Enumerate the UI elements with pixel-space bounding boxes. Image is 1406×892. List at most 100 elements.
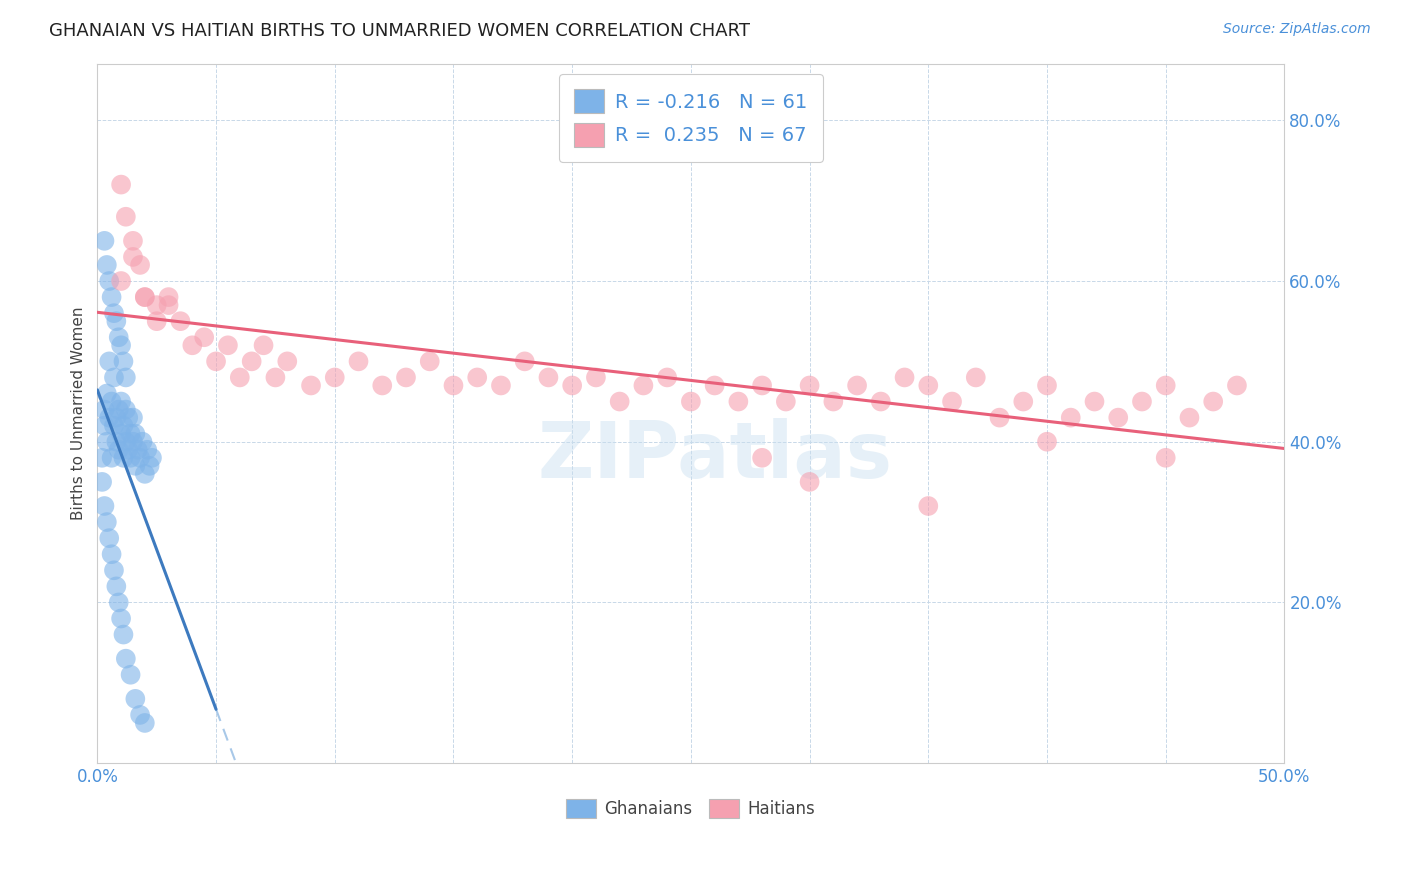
Point xyxy=(91,475,114,489)
Point xyxy=(1036,378,1059,392)
Point xyxy=(217,338,239,352)
Point xyxy=(513,354,536,368)
Point xyxy=(110,178,132,192)
Point xyxy=(110,426,132,441)
Point xyxy=(124,426,146,441)
Point xyxy=(120,426,142,441)
Point xyxy=(110,611,132,625)
Point xyxy=(585,370,607,384)
Point xyxy=(465,370,488,384)
Point xyxy=(105,579,128,593)
Point xyxy=(103,418,125,433)
Point xyxy=(1178,410,1201,425)
Point xyxy=(561,378,583,392)
Point xyxy=(941,394,963,409)
Point xyxy=(264,370,287,384)
Point xyxy=(93,499,115,513)
Point xyxy=(893,370,915,384)
Point xyxy=(124,458,146,473)
Point xyxy=(1154,378,1177,392)
Point xyxy=(917,499,939,513)
Point xyxy=(100,547,122,561)
Point xyxy=(633,378,655,392)
Point xyxy=(100,394,122,409)
Point xyxy=(110,274,132,288)
Point xyxy=(181,338,204,352)
Point xyxy=(105,314,128,328)
Point xyxy=(134,715,156,730)
Point xyxy=(136,442,159,457)
Point xyxy=(110,394,132,409)
Point xyxy=(98,354,121,368)
Point xyxy=(120,667,142,681)
Point xyxy=(93,418,115,433)
Point xyxy=(1107,410,1129,425)
Point xyxy=(112,627,135,641)
Point xyxy=(105,434,128,449)
Point xyxy=(98,274,121,288)
Point xyxy=(141,450,163,465)
Point xyxy=(657,370,679,384)
Point xyxy=(93,234,115,248)
Point xyxy=(115,210,138,224)
Point xyxy=(103,370,125,384)
Point xyxy=(193,330,215,344)
Point xyxy=(799,475,821,489)
Text: Source: ZipAtlas.com: Source: ZipAtlas.com xyxy=(1223,22,1371,37)
Point xyxy=(252,338,274,352)
Point xyxy=(115,434,138,449)
Point xyxy=(122,250,145,264)
Point xyxy=(96,434,118,449)
Point xyxy=(775,394,797,409)
Point xyxy=(145,298,167,312)
Point xyxy=(115,370,138,384)
Point xyxy=(1060,410,1083,425)
Point xyxy=(145,314,167,328)
Point xyxy=(323,370,346,384)
Point xyxy=(157,298,180,312)
Point xyxy=(129,450,152,465)
Point xyxy=(129,258,152,272)
Point xyxy=(846,378,869,392)
Point xyxy=(276,354,298,368)
Point xyxy=(115,402,138,417)
Point xyxy=(169,314,191,328)
Point xyxy=(96,258,118,272)
Point xyxy=(124,691,146,706)
Point xyxy=(112,418,135,433)
Point xyxy=(100,450,122,465)
Point xyxy=(823,394,845,409)
Point xyxy=(98,531,121,545)
Point xyxy=(112,450,135,465)
Point xyxy=(347,354,370,368)
Point xyxy=(679,394,702,409)
Point xyxy=(229,370,252,384)
Point xyxy=(105,410,128,425)
Point xyxy=(112,354,135,368)
Point xyxy=(299,378,322,392)
Point xyxy=(751,450,773,465)
Text: GHANAIAN VS HAITIAN BIRTHS TO UNMARRIED WOMEN CORRELATION CHART: GHANAIAN VS HAITIAN BIRTHS TO UNMARRIED … xyxy=(49,22,751,40)
Point xyxy=(107,595,129,609)
Point xyxy=(703,378,725,392)
Point xyxy=(443,378,465,392)
Point xyxy=(115,651,138,665)
Point xyxy=(117,442,139,457)
Point xyxy=(799,378,821,392)
Point xyxy=(395,370,418,384)
Point xyxy=(988,410,1011,425)
Text: ZIPatlas: ZIPatlas xyxy=(537,417,893,493)
Point xyxy=(371,378,394,392)
Point xyxy=(138,458,160,473)
Point xyxy=(1130,394,1153,409)
Point xyxy=(1202,394,1225,409)
Point xyxy=(157,290,180,304)
Point xyxy=(98,410,121,425)
Point xyxy=(489,378,512,392)
Y-axis label: Births to Unmarried Women: Births to Unmarried Women xyxy=(72,307,86,520)
Point xyxy=(91,450,114,465)
Point xyxy=(134,290,156,304)
Point xyxy=(869,394,891,409)
Point xyxy=(122,234,145,248)
Point xyxy=(127,442,149,457)
